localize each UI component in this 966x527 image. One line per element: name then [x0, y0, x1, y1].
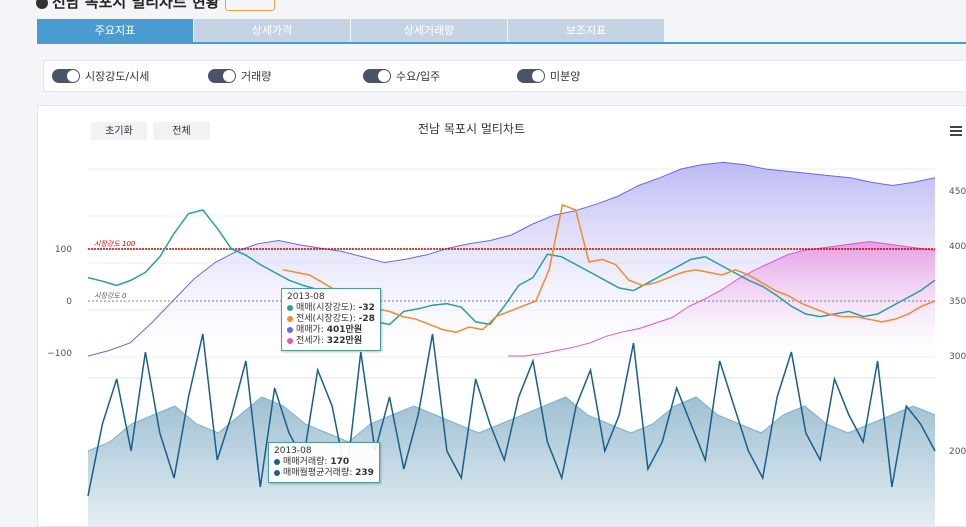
y-right-tick: 300 — [949, 352, 966, 362]
y-right-tick: 400 — [949, 242, 966, 252]
toggle-market-strength[interactable]: 시장강도/시세 — [52, 68, 149, 84]
tooltip-row: 전세가: 322만원 — [287, 336, 375, 347]
tab-bar: 주요지표 상세가격 상세거래량 보조지표 — [37, 19, 665, 42]
area-monthly-avg-volume — [88, 397, 935, 526]
tooltip-row: 매매(시장강도): -32 — [287, 303, 375, 314]
tooltip-row: 매매가: 401만원 — [287, 325, 375, 336]
page-title: 전남 목포시 멀티차트 현황 — [36, 0, 276, 12]
line-jeonse-strength — [282, 203, 936, 333]
multi-chart[interactable]: 시장강도 100 시장강도 0 100 0 −100 450 400 350 300 200 — [38, 106, 966, 526]
hamburger-menu-icon[interactable] — [950, 126, 962, 138]
toggle-bar: 시장강도/시세 거래량 수요/입주 미분양 — [43, 60, 966, 92]
tab-detail-price[interactable]: 상세가격 — [194, 19, 350, 42]
chart-title: 전남 목포시 멀티차트 — [418, 122, 525, 136]
tab-main-indicators[interactable]: 주요지표 — [37, 19, 193, 42]
line-sale-volume — [87, 333, 936, 497]
tooltip-period: 2013-08 — [274, 446, 312, 456]
y-left-tick: 0 — [66, 297, 72, 307]
tooltip-row: 전세(시장강도): -28 — [287, 314, 375, 325]
line-jeonse-price — [508, 241, 936, 357]
y-left-tick: −100 — [47, 349, 72, 359]
area-jeonse-price — [508, 241, 935, 356]
y-right-tick: 350 — [949, 297, 966, 307]
toggle-switch-icon[interactable] — [52, 69, 80, 83]
toggle-volume[interactable]: 거래량 — [208, 68, 271, 84]
y-left-tick: 100 — [55, 245, 72, 255]
toggle-demand-supply[interactable]: 수요/입주 — [363, 68, 440, 84]
line-sale-price — [87, 161, 936, 357]
bullet-icon — [36, 0, 48, 9]
tooltip-period: 2013-08 — [287, 292, 325, 302]
y-right-tick-lower: 200 — [949, 447, 966, 457]
tooltip-row: 매매월평균거래량: 239 — [274, 468, 374, 479]
tab-underline — [37, 42, 966, 44]
reference-line-label: 시장강도 100 — [94, 240, 136, 248]
toggle-unsold[interactable]: 미분양 — [517, 68, 580, 84]
toggle-switch-icon[interactable] — [363, 69, 391, 83]
reference-line-label: 시장강도 0 — [94, 292, 127, 300]
tooltip-lower: 2013-08 매매거래량: 170 매매월평균거래량: 239 — [268, 442, 380, 483]
toggle-switch-icon[interactable] — [208, 69, 236, 83]
reset-button[interactable]: 초기화 — [91, 122, 147, 140]
line-sale-strength — [87, 209, 936, 326]
tab-detail-volume[interactable]: 상세거래량 — [351, 19, 507, 42]
tab-aux-indicators[interactable]: 보조지표 — [508, 19, 664, 42]
tooltip-row: 매매거래량: 170 — [274, 457, 374, 468]
y-right-tick: 450 — [949, 187, 966, 197]
toggle-switch-icon[interactable] — [517, 69, 545, 83]
tooltip-upper: 2013-08 매매(시장강도): -32 전세(시장강도): -28 매매가:… — [281, 288, 381, 351]
chart-panel: 시장강도 100 시장강도 0 100 0 −100 450 400 350 300 200 초… — [37, 105, 966, 527]
title-badge — [225, 0, 276, 11]
all-button[interactable]: 전체 — [153, 122, 210, 140]
